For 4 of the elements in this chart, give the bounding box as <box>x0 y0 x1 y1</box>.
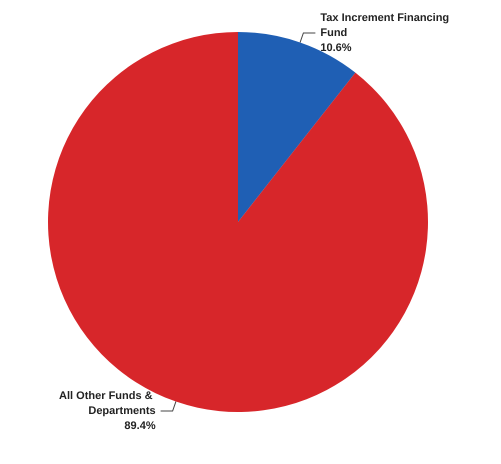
data-label: 10.6% <box>320 42 352 54</box>
slice-label: All Other Funds & Departments <box>59 390 156 418</box>
slice-label: Tax Increment Financing Fund <box>320 12 452 39</box>
data-label: 89.4% <box>124 420 156 432</box>
